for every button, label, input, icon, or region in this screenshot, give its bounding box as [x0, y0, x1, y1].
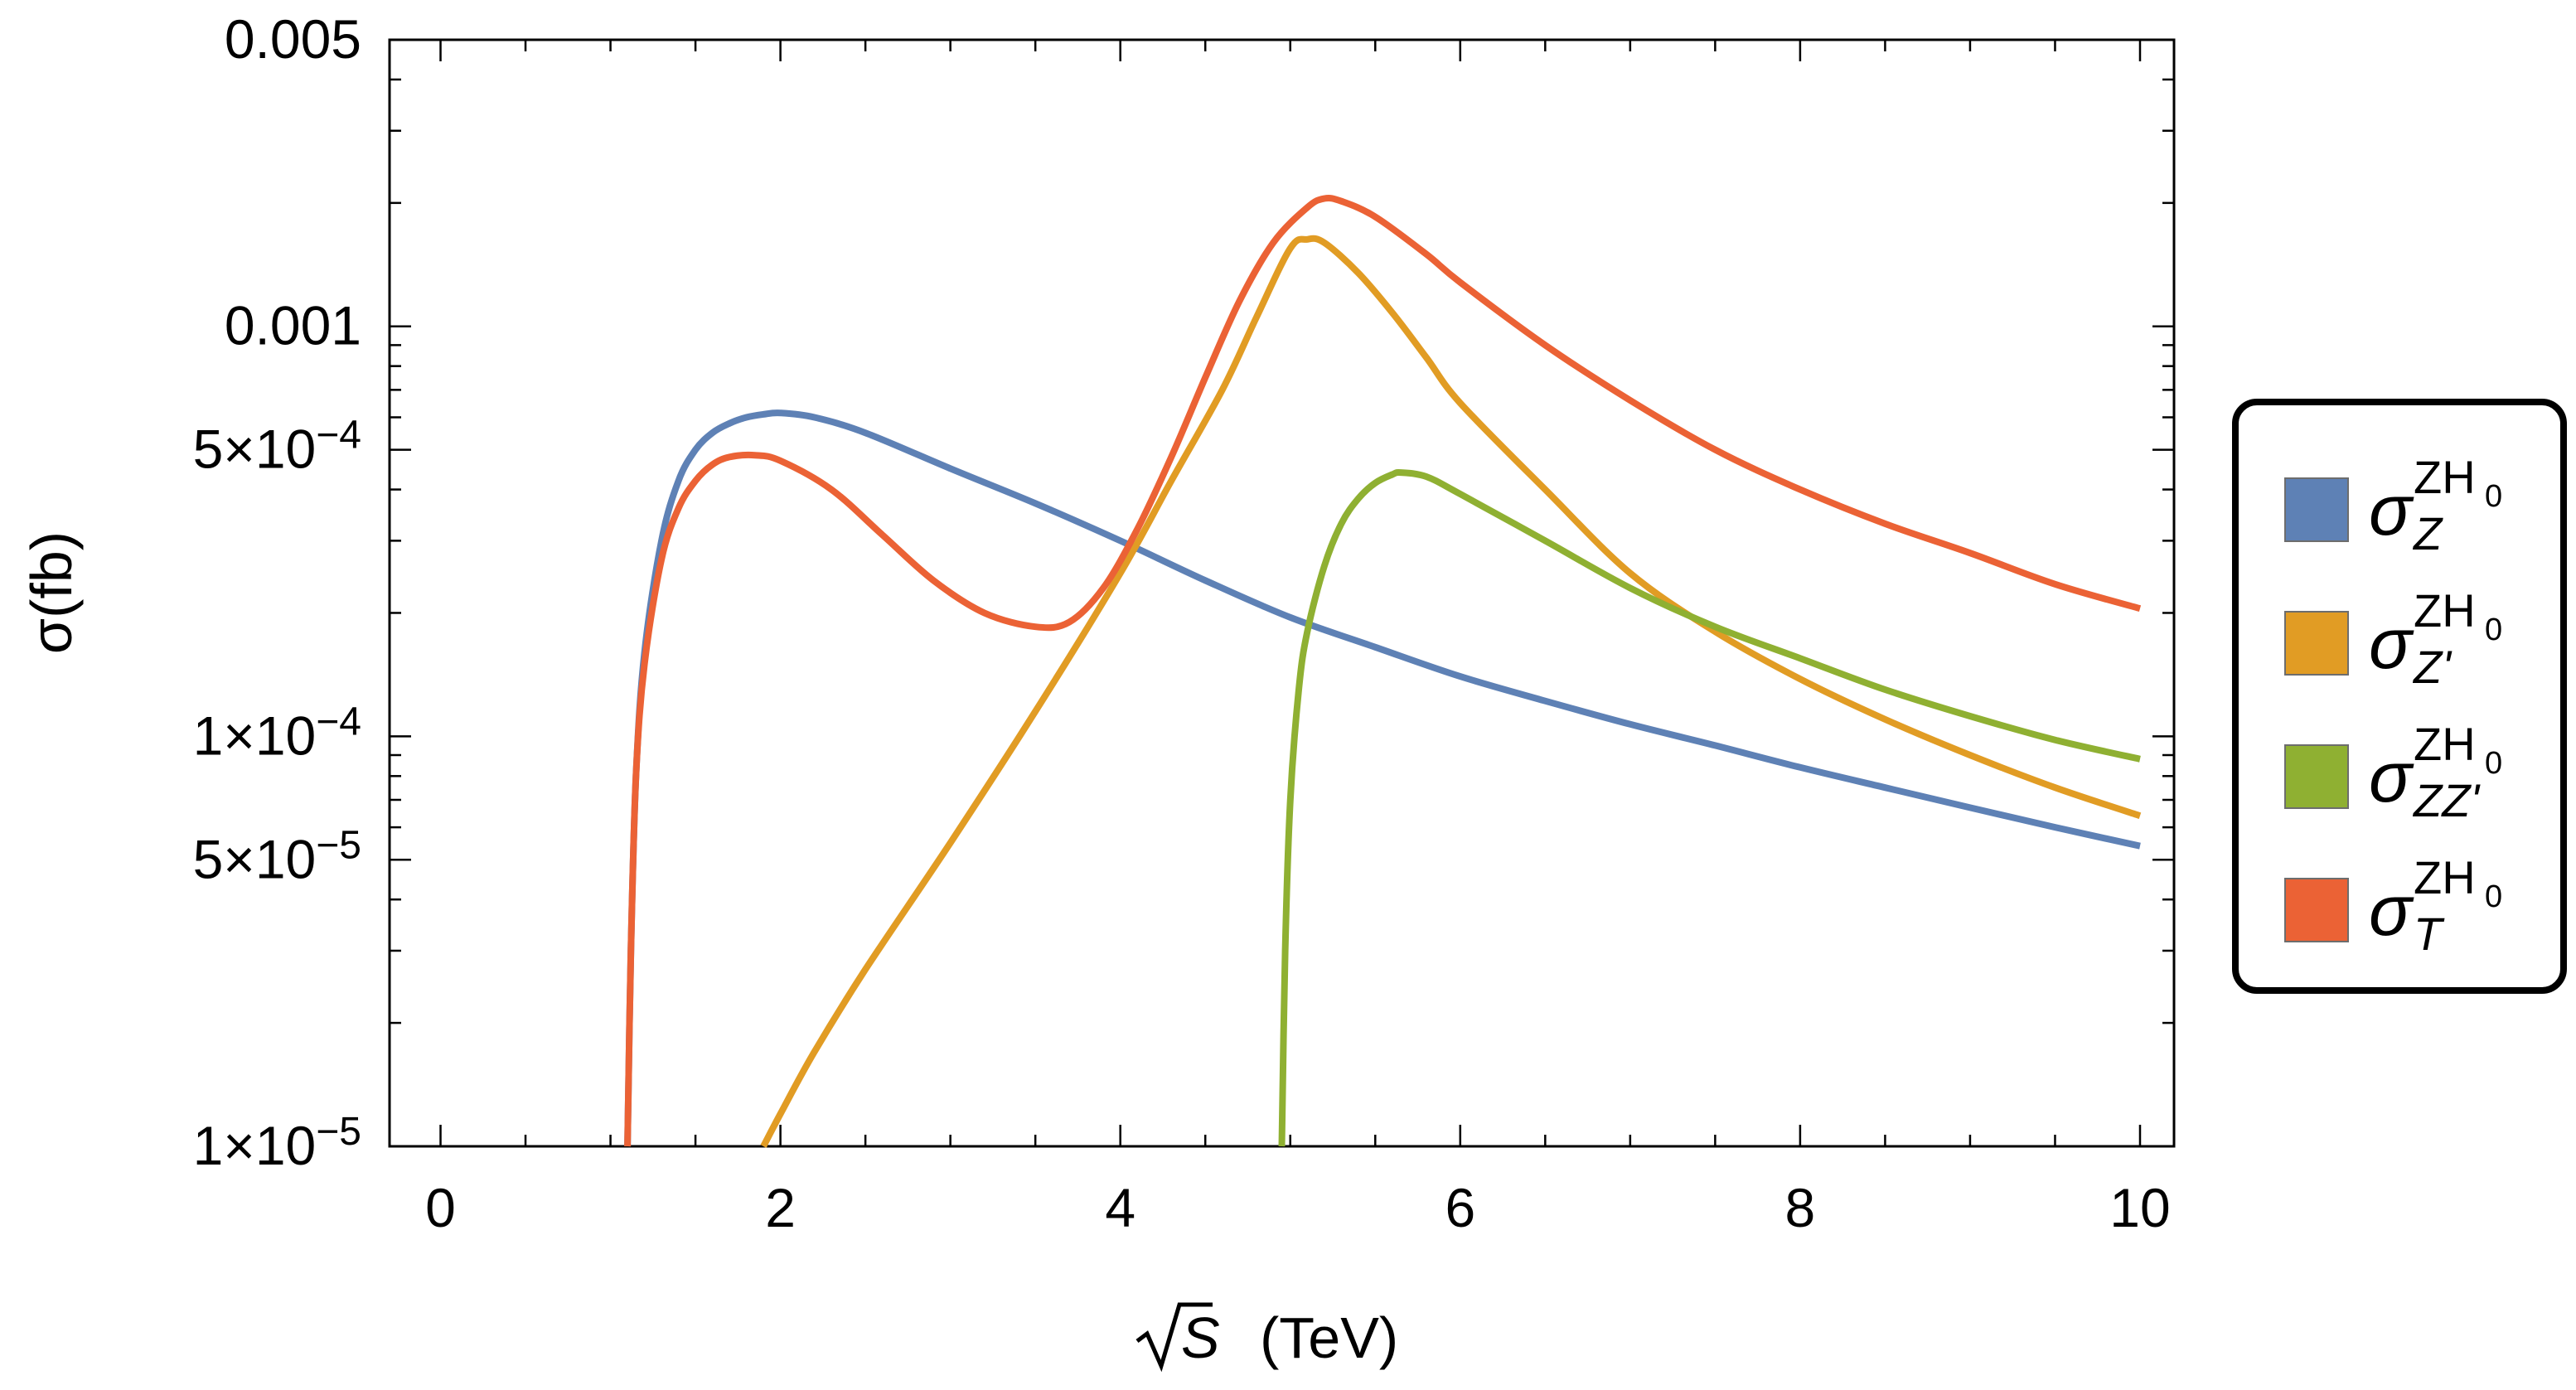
legend-label-sup: ZH: [2414, 451, 2476, 503]
legend-label: σ: [2369, 738, 2414, 817]
y-axis-label: σ(fb): [19, 531, 84, 654]
x-tick-label: 4: [1105, 1177, 1135, 1238]
x-tick-label: 8: [1785, 1177, 1816, 1238]
legend: σ ZH 0Zσ ZH 0Z'σ ZH 0ZZ'σ ZH 0T: [2232, 399, 2567, 994]
tick-labels: 0 2 4 6 8 10 1×10−5 5×10−5 1×10−4 5×10−4 0.001 0.00…: [193, 8, 2171, 1238]
y-tick-label: 5×10−4: [193, 414, 361, 480]
sqrt-symbol: [1135, 1302, 1213, 1373]
y-tick-label: 1×10−4: [193, 700, 361, 766]
y-tick-label: 5×10−5: [193, 823, 361, 889]
legend-swatch: [2284, 878, 2349, 942]
legend-label-sub: Z': [2412, 641, 2453, 693]
legend-items: σ ZH 0Zσ ZH 0Z'σ ZH 0ZZ'σ ZH 0T: [2284, 451, 2502, 960]
legend-label-sub: Z: [2412, 507, 2443, 559]
legend-swatch: [2284, 744, 2349, 809]
x-tick-label: 2: [765, 1177, 796, 1238]
x-axis-symbol: S: [1181, 1305, 1220, 1370]
legend-swatch: [2284, 477, 2349, 542]
y-tick-label: 0.005: [225, 8, 361, 70]
legend-label-sub: ZZ': [2412, 774, 2481, 826]
x-tick-label: 0: [425, 1177, 456, 1238]
legend-label-sup: ZH: [2414, 584, 2476, 637]
series-line: [760, 235, 2142, 1148]
legend-label-sup: ZH: [2414, 718, 2476, 770]
series-curves: [624, 194, 2142, 1148]
legend-label: σ: [2369, 471, 2414, 550]
legend-label: σ: [2369, 871, 2414, 951]
legend-label-supsub: 0: [2485, 613, 2502, 647]
series-line: [1278, 469, 2141, 1147]
legend-box: [2232, 399, 2567, 994]
legend-label-supsub: 0: [2485, 479, 2502, 514]
x-axis-label: S (TeV): [1135, 1302, 1398, 1373]
series-line: [624, 194, 2142, 1147]
x-tick-label: 6: [1445, 1177, 1475, 1238]
legend-label-supsub: 0: [2485, 746, 2502, 781]
legend-label-supsub: 0: [2485, 879, 2502, 914]
y-tick-label: 0.001: [225, 295, 361, 356]
y-tick-label: 1×10−5: [193, 1110, 361, 1176]
x-tick-label: 10: [2109, 1177, 2170, 1238]
series-line: [624, 409, 2141, 1147]
legend-swatch: [2284, 611, 2349, 676]
legend-label-sub: T: [2414, 908, 2445, 960]
legend-label: σ: [2369, 604, 2414, 684]
legend-label-sup: ZH: [2414, 851, 2476, 903]
x-axis-unit: (TeV): [1260, 1305, 1398, 1370]
axis-ticks: [390, 38, 2174, 1148]
